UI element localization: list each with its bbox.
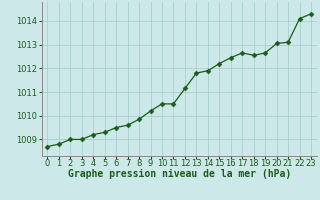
X-axis label: Graphe pression niveau de la mer (hPa): Graphe pression niveau de la mer (hPa) <box>68 169 291 179</box>
